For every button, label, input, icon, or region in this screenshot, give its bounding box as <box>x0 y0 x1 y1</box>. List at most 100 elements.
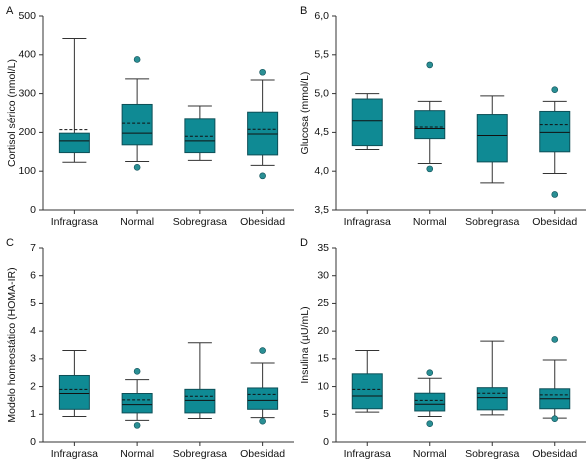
box-obesidad <box>539 336 571 423</box>
outlier-point <box>259 347 266 354</box>
x-tick-label: Infragrasa <box>344 216 391 228</box>
chart-panel-c: C Modelo homeostático (HOMA-IR) 0 1 2 3 4 5 6 7 In… <box>6 237 294 460</box>
box-infragrasa <box>351 350 383 413</box>
box-obesidad <box>247 68 279 180</box>
outlier-point <box>426 369 434 377</box>
box-iqr <box>184 388 216 414</box>
chart-panel-a: A Cortisol sérico (nmol/L) 0 100 200 300 400 50… <box>6 5 294 228</box>
box-normal <box>121 368 153 429</box>
outlier-point <box>551 191 559 198</box>
x-tick-label: Normal <box>120 216 154 228</box>
outlier-point <box>551 415 559 423</box>
x-tick-label: Obesidad <box>240 448 285 460</box>
outlier-point <box>259 172 266 180</box>
y-axis-label: Insulina (µU/mL) <box>299 306 311 383</box>
y-tick-label: 35 <box>317 242 329 254</box>
outlier-point <box>133 164 141 171</box>
box-normal <box>414 61 446 173</box>
outlier-point <box>551 336 559 343</box>
y-tick-label: 1 <box>30 408 36 420</box>
box-infragrasa <box>58 38 90 163</box>
box-obesidad <box>247 347 279 425</box>
x-tick-label: Obesidad <box>240 216 285 228</box>
chart-panel-d: D Insulina (µU/mL) 0 5 10 15 20 25 30 35 Infragras… <box>299 237 586 460</box>
y-tick-label: 0 <box>30 436 36 448</box>
x-tick-label: Sobregrasa <box>173 448 227 460</box>
y-tick-label: 2 <box>30 380 36 392</box>
y-tick-label: 6 <box>30 269 36 281</box>
x-tick-label: Obesidad <box>532 216 577 228</box>
y-tick-label: 500 <box>18 10 36 22</box>
outlier-point <box>133 56 141 63</box>
outlier-point <box>426 165 434 173</box>
y-tick-label: 7 <box>30 242 36 254</box>
y-tick-label: 20 <box>317 325 329 337</box>
box-infragrasa <box>351 93 383 150</box>
y-tick-label: 25 <box>317 297 329 309</box>
x-tick-label: Normal <box>413 448 447 460</box>
outlier-point <box>133 368 141 375</box>
outlier-point <box>426 61 434 69</box>
y-tick-label: 0 <box>323 436 329 448</box>
outlier-point <box>551 86 559 94</box>
box-iqr <box>351 98 383 147</box>
box-normal <box>414 369 446 428</box>
y-axis-label: Modelo homeostático (HOMA-IR) <box>6 267 18 422</box>
box-iqr <box>58 132 90 154</box>
x-tick-label: Infragrasa <box>51 448 98 460</box>
box-iqr <box>476 387 508 411</box>
y-tick-label: 400 <box>18 49 36 61</box>
box-iqr <box>539 110 571 153</box>
y-tick-label: 5 <box>30 297 36 309</box>
y-tick-label: 10 <box>317 380 329 392</box>
y-tick-label: 15 <box>317 353 329 365</box>
y-axis-label: Cortisol sérico (nmol/L) <box>6 59 18 167</box>
panel-letter: C <box>6 237 14 249</box>
y-tick-label: 4,5 <box>314 126 329 138</box>
outlier-point <box>133 422 141 429</box>
y-tick-label: 5 <box>323 408 329 420</box>
x-tick-label: Infragrasa <box>51 216 98 228</box>
y-tick-label: 100 <box>18 165 36 177</box>
y-axis-label: Glucosa (mmol/L) <box>299 72 311 155</box>
y-tick-label: 5,5 <box>314 49 329 61</box>
box-iqr <box>184 118 216 154</box>
box-normal <box>121 56 153 171</box>
y-tick-label: 30 <box>317 269 329 281</box>
box-sobregrasa <box>476 340 508 416</box>
box-iqr <box>476 114 508 163</box>
box-sobregrasa <box>476 95 508 184</box>
chart-panel-b: B Glucosa (mmol/L) 3,5 4,0 4,5 5,0 5,5 6,0 Infra… <box>299 5 586 228</box>
box-iqr <box>121 393 153 414</box>
x-tick-label: Sobregrasa <box>173 216 227 228</box>
y-tick-label: 6,0 <box>314 10 329 22</box>
x-tick-label: Infragrasa <box>344 448 391 460</box>
x-tick-label: Obesidad <box>532 448 577 460</box>
outlier-point <box>426 420 434 428</box>
box-iqr <box>58 374 90 410</box>
panel-letter: B <box>300 5 307 17</box>
box-iqr <box>247 387 279 410</box>
box-sobregrasa <box>184 105 216 161</box>
y-tick-label: 200 <box>18 126 36 138</box>
y-tick-label: 4 <box>30 325 36 337</box>
y-tick-label: 3 <box>30 353 36 365</box>
box-iqr <box>414 110 446 140</box>
box-iqr <box>414 392 446 412</box>
y-tick-label: 300 <box>18 87 36 99</box>
box-obesidad <box>539 86 571 198</box>
x-tick-label: Sobregrasa <box>465 448 519 460</box>
y-tick-label: 5,0 <box>314 87 329 99</box>
box-infragrasa <box>58 350 90 418</box>
x-tick-label: Normal <box>413 216 447 228</box>
y-tick-label: 3,5 <box>314 204 329 216</box>
outlier-point <box>259 417 266 425</box>
box-sobregrasa <box>184 342 216 419</box>
x-tick-label: Sobregrasa <box>465 216 519 228</box>
y-tick-label: 0 <box>30 204 36 216</box>
panel-letter: A <box>6 5 14 17</box>
x-tick-label: Normal <box>120 448 154 460</box>
panel-letter: D <box>300 237 308 249</box>
